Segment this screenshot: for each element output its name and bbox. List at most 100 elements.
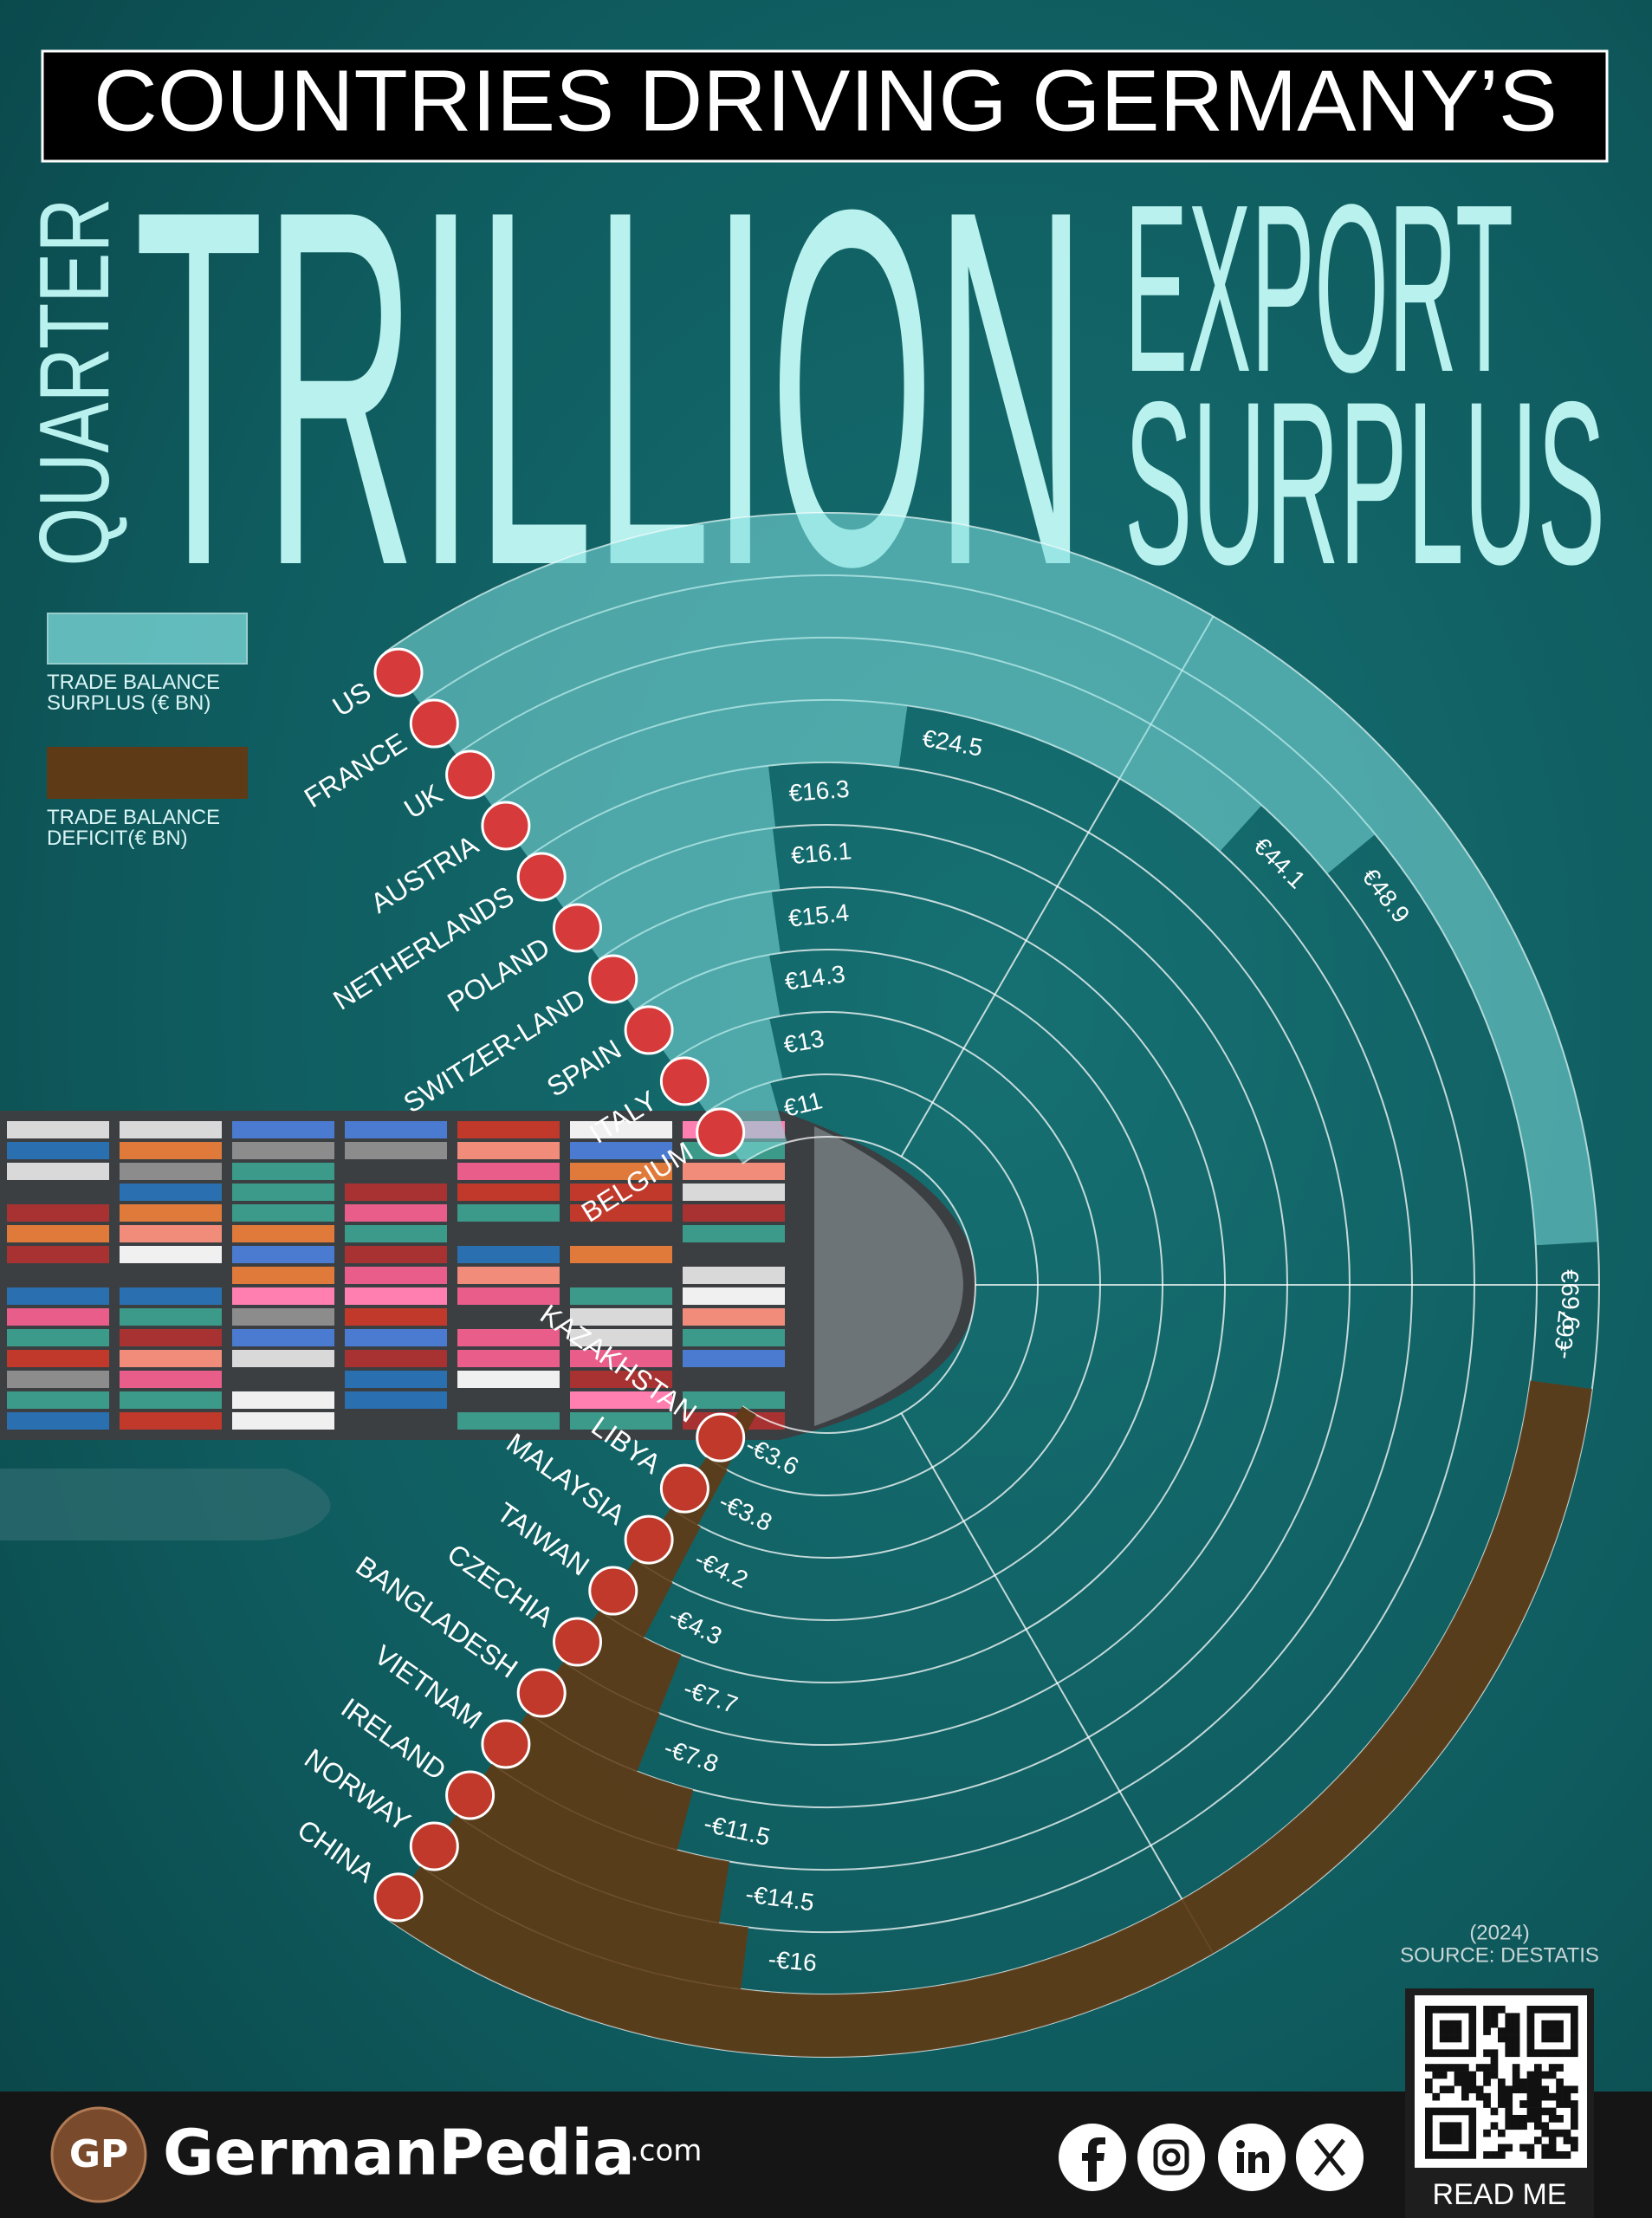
qr-cell (1490, 2056, 1499, 2065)
logo[interactable] (50, 2106, 147, 2203)
qr-cell (1468, 2107, 1477, 2116)
qr-cell (1556, 2027, 1564, 2035)
qr-cell (1425, 2085, 1433, 2094)
footer-bar (0, 2092, 1652, 2218)
container (683, 1267, 785, 1284)
qr-cell (1425, 2115, 1433, 2123)
qr-cell (1556, 2064, 1564, 2072)
flag (624, 1005, 674, 1055)
container (570, 1287, 672, 1305)
container (7, 1142, 109, 1159)
source: SOURCE: DESTATIS (1400, 1943, 1599, 1967)
qr-cell (1505, 2042, 1513, 2050)
qr-cell (1526, 2006, 1535, 2014)
container (345, 1308, 447, 1326)
qr-cell (1432, 2006, 1441, 2014)
grid-spoke (900, 1412, 1215, 1955)
qr-cell (1505, 2034, 1513, 2043)
container (457, 1142, 560, 1159)
qr-cell (1541, 2122, 1550, 2130)
container (570, 1350, 672, 1367)
qr-cell (1483, 2079, 1491, 2086)
qr-cell (1541, 2085, 1550, 2094)
container (120, 1142, 222, 1159)
flag (481, 801, 531, 851)
qr-cell (1439, 2151, 1448, 2159)
qr-cell (1498, 2100, 1506, 2108)
qr-cell (1483, 2027, 1491, 2035)
flag (445, 1770, 496, 1820)
qr-cell (1454, 2107, 1462, 2116)
qr-cell (1461, 2049, 1469, 2058)
bar (563, 827, 781, 960)
qr-cell (1541, 2143, 1550, 2152)
container (232, 1184, 334, 1201)
qr-cell (1512, 2027, 1520, 2035)
qr-cell (1461, 2071, 1469, 2079)
container (457, 1121, 560, 1138)
qr-cell (1490, 2006, 1499, 2014)
read-me[interactable]: READ ME (1433, 2178, 1567, 2211)
qr-cell (1483, 2006, 1491, 2014)
qr-cell (1512, 2085, 1520, 2094)
qr-cell (1475, 2085, 1484, 2094)
qr-cell (1498, 2129, 1506, 2137)
qr-cell (1563, 2100, 1571, 2108)
qr-cell (1447, 2027, 1454, 2035)
value-label: -€67 (1549, 1309, 1580, 1360)
container (570, 1121, 672, 1138)
container (345, 1142, 447, 1159)
qr-cell (1490, 2020, 1499, 2028)
qr-cell (1454, 2006, 1462, 2014)
qr-cell (1563, 2129, 1571, 2137)
container (7, 1121, 109, 1138)
qr-cell (1498, 2034, 1506, 2043)
x-glyph (1314, 2138, 1345, 2176)
container (570, 1371, 672, 1388)
container (457, 1371, 560, 1388)
qr-cell (1571, 2107, 1578, 2116)
bar (384, 512, 1598, 1246)
qr-cell (1526, 2042, 1535, 2050)
flag (552, 903, 602, 953)
container (345, 1246, 447, 1263)
qr-cell (1490, 2071, 1499, 2079)
qr-cell (1425, 2006, 1433, 2014)
qr-cell (1548, 2049, 1557, 2058)
container (683, 1163, 785, 1180)
qr-cell (1556, 2034, 1564, 2043)
qr-cell (1563, 2006, 1571, 2014)
qr-cell (1461, 2092, 1469, 2101)
qr-cell (1534, 2122, 1542, 2130)
qr-cell (1447, 2034, 1454, 2043)
qr-cell (1490, 2049, 1499, 2058)
headline-export: EXPORT (1124, 155, 1513, 422)
qr-cell (1490, 2151, 1499, 2159)
qr-cell (1439, 2064, 1448, 2072)
qr-cell (1556, 2020, 1564, 2028)
qr-cell (1461, 2079, 1469, 2086)
container (120, 1350, 222, 1367)
qr-cell (1505, 2122, 1513, 2130)
qr-cell (1526, 2107, 1535, 2116)
container (232, 1350, 334, 1367)
qr-cell (1571, 2034, 1578, 2043)
container (120, 1121, 222, 1138)
instagram-icon[interactable] (1137, 2124, 1205, 2191)
value-label: €69.6 (1556, 1269, 1584, 1331)
legend-label: TRADE BALANCE DEFICIT(€ BN) (47, 806, 221, 850)
qr-cell (1454, 2071, 1462, 2079)
qr-cell (1454, 2137, 1462, 2144)
qr-cell (1425, 2020, 1433, 2028)
qr-cell (1526, 2085, 1535, 2094)
qr-cell (1432, 2151, 1441, 2159)
flag (409, 698, 459, 749)
qr-cell (1571, 2122, 1578, 2130)
qr-cell (1541, 2071, 1550, 2079)
qr-cell (1468, 2085, 1477, 2094)
qr-cell (1505, 2143, 1513, 2152)
qr-cell (1468, 2129, 1477, 2137)
qr-cell (1526, 2100, 1535, 2108)
qr-cell (1432, 2092, 1441, 2101)
brand[interactable]: GermanPedia (163, 2117, 635, 2189)
